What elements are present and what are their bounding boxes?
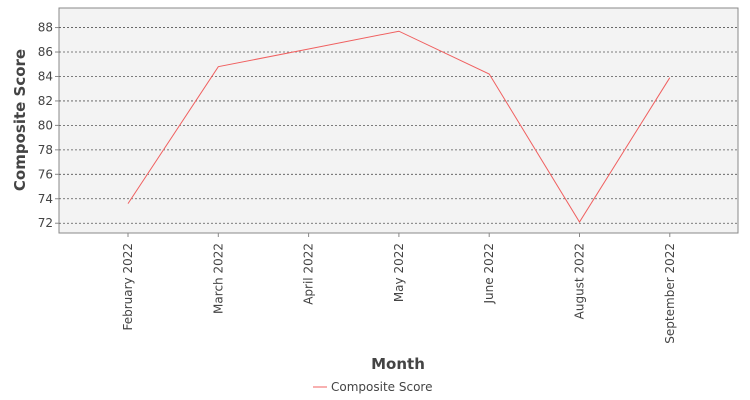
y-tick-label: 80 [38, 118, 53, 132]
y-axis-title: Composite Score [11, 49, 29, 191]
legend-label-composite-score: Composite Score [331, 380, 432, 394]
y-axis-ticks: 72 74 76 78 80 82 84 86 88 [38, 21, 59, 230]
series-line-composite-score [127, 30, 671, 223]
y-tick-label: 88 [38, 21, 53, 35]
x-tick-label: March 2022 [211, 243, 225, 314]
x-tick-label: February 2022 [121, 243, 135, 331]
x-tick-label: April 2022 [302, 243, 316, 305]
plot-area [58, 7, 739, 234]
y-tick-label: 84 [38, 69, 53, 83]
y-tick-label: 76 [38, 167, 53, 181]
x-tick-label: August 2022 [573, 243, 587, 319]
y-tick-label: 72 [38, 216, 53, 230]
series-lines [127, 30, 671, 223]
y-tick-label: 78 [38, 143, 53, 157]
x-axis-ticks: February 2022 March 2022 April 2022 May 202… [121, 233, 677, 344]
y-tick-label: 74 [38, 192, 53, 206]
legend: Composite Score [313, 380, 432, 394]
x-tick-label: May 2022 [392, 243, 406, 302]
y-tick-label: 86 [38, 45, 53, 59]
x-axis-title: Month [371, 355, 425, 373]
x-tick-label: June 2022 [482, 243, 496, 305]
y-tick-label: 82 [38, 94, 53, 108]
x-tick-label: September 2022 [663, 243, 677, 344]
